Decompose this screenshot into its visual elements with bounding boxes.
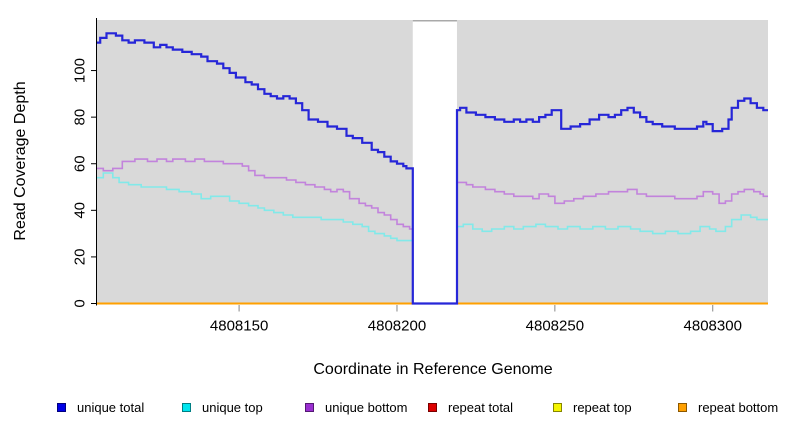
legend-item-unique-top: unique top — [182, 399, 263, 415]
legend-swatch-unique-top — [182, 402, 191, 412]
legend-swatch-repeat-top — [553, 402, 562, 412]
legend-item-repeat-total: repeat total — [428, 399, 513, 415]
series-unique-total — [97, 32, 768, 305]
x-tick-label: 4808300 — [684, 318, 742, 335]
x-tick-label: 4808200 — [368, 318, 426, 335]
x-axis-title: Coordinate in Reference Genome — [313, 361, 553, 378]
legend-label: unique bottom — [325, 399, 408, 415]
legend-item-repeat-bottom: repeat bottom — [678, 399, 778, 415]
legend-swatch-unique-total — [57, 402, 66, 412]
legend-swatch-unique-bottom — [305, 402, 314, 412]
x-tick-label: 4808250 — [526, 318, 584, 335]
legend-item-repeat-top: repeat top — [553, 399, 632, 415]
y-tick-label: 60 — [72, 155, 89, 172]
series-unique-bottom — [97, 158, 768, 305]
legend-item-unique-total: unique total — [57, 399, 144, 415]
legend-label: repeat top — [573, 399, 632, 415]
coverage-gap — [412, 20, 457, 304]
legend-swatch-repeat-bottom — [678, 402, 687, 412]
legend-swatch-repeat-total — [428, 402, 437, 412]
legend-label: unique total — [77, 399, 145, 415]
y-axis-title: Read Coverage Depth — [12, 81, 29, 241]
y-tick-label: 0 — [72, 299, 89, 307]
legend-label: unique top — [202, 399, 263, 415]
y-tick-label: 40 — [72, 202, 89, 219]
y-tick-label: 20 — [72, 249, 89, 266]
legend-item-unique-bottom: unique bottom — [305, 399, 407, 415]
plot-svg: 0 20 40 60 80 100 4808150 4808200 4808250 4808300 — [72, 18, 768, 335]
legend-label: repeat bottom — [698, 399, 779, 415]
x-tick-label: 4808150 — [210, 318, 268, 335]
legend-label: repeat total — [448, 399, 514, 415]
y-tick-label: 100 — [72, 58, 89, 83]
y-tick-label: 80 — [72, 109, 89, 126]
